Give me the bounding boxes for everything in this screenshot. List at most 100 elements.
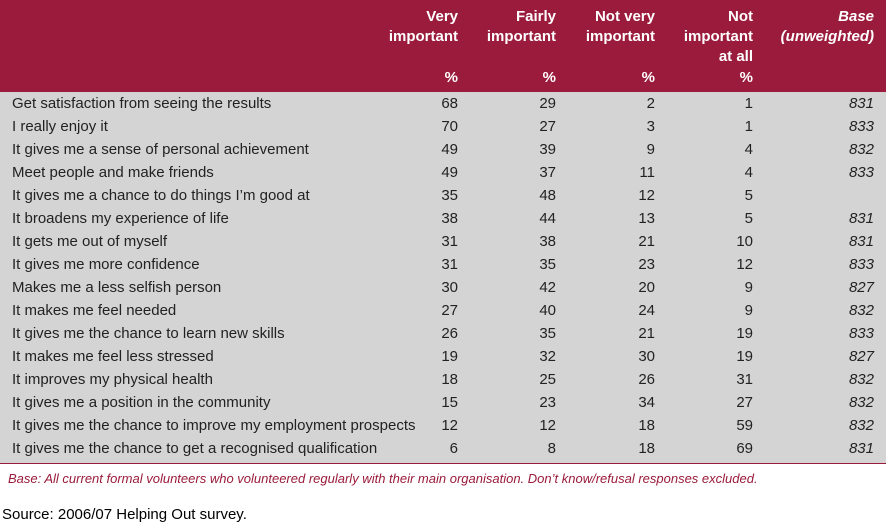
percent-cell: 4 — [744, 164, 753, 181]
percent-cell: 49 — [441, 164, 458, 181]
column-header: (unweighted) — [780, 28, 874, 45]
percent-cell: 12 — [638, 187, 655, 204]
percent-cell: 38 — [539, 233, 556, 250]
percent-cell: 42 — [539, 279, 556, 296]
column-header: Fairly — [515, 8, 556, 25]
percent-cell: 19 — [736, 325, 753, 342]
percent-cell: 5 — [744, 210, 753, 227]
percent-cell: 27 — [539, 118, 556, 135]
percent-cell: 70 — [441, 118, 458, 135]
percent-cell: 35 — [539, 256, 556, 273]
percent-cell: 68 — [441, 95, 458, 112]
column-header: important — [683, 28, 753, 45]
percent-cell: 49 — [441, 141, 458, 158]
percent-cell: 31 — [736, 371, 753, 388]
row-label: It broadens my experience of life — [12, 210, 229, 227]
percent-cell: 12 — [736, 256, 753, 273]
percent-cell: 48 — [539, 187, 556, 204]
percent-cell: 27 — [441, 302, 458, 319]
percent-cell: 25 — [539, 371, 556, 388]
percent-cell: 1 — [744, 118, 753, 135]
percent-cell: 31 — [441, 256, 458, 273]
percent-cell: 24 — [638, 302, 655, 319]
base-cell: 831 — [848, 210, 874, 227]
base-cell: 832 — [848, 394, 874, 411]
percent-cell: 20 — [638, 279, 655, 296]
row-label: Get satisfaction from seeing the results — [12, 95, 272, 112]
row-label: It gives me the chance to improve my emp… — [12, 417, 416, 434]
base-cell: 833 — [848, 164, 874, 181]
percent-cell: 6 — [449, 440, 458, 457]
base-cell: 833 — [848, 325, 874, 342]
percent-cell: 35 — [441, 187, 458, 204]
column-unit: % — [542, 69, 556, 86]
row-label: It gives me the chance to learn new skil… — [12, 325, 285, 342]
column-header: at all — [718, 48, 753, 65]
percent-cell: 30 — [638, 348, 655, 365]
percent-cell: 26 — [441, 325, 458, 342]
base-cell: 831 — [848, 440, 874, 457]
percent-cell: 69 — [736, 440, 753, 457]
base-cell: 832 — [848, 302, 874, 319]
column-header: Base — [838, 8, 874, 25]
percent-cell: 5 — [744, 187, 753, 204]
row-label: It makes me feel less stressed — [12, 348, 214, 365]
percent-cell: 37 — [539, 164, 556, 181]
percent-cell: 15 — [441, 394, 458, 411]
percent-cell: 26 — [638, 371, 655, 388]
percent-cell: 9 — [744, 302, 753, 319]
base-cell: 827 — [848, 279, 874, 296]
row-label: It gives me the chance to get a recognis… — [12, 440, 378, 457]
base-cell: 832 — [848, 371, 874, 388]
table-body — [0, 92, 886, 464]
percent-cell: 40 — [539, 302, 556, 319]
percent-cell: 4 — [744, 141, 753, 158]
percent-cell: 30 — [441, 279, 458, 296]
percent-cell: 1 — [744, 95, 753, 112]
base-cell: 833 — [848, 118, 874, 135]
column-header: important — [388, 28, 458, 45]
percent-cell: 3 — [646, 118, 655, 135]
row-label: It gives me a sense of personal achievem… — [12, 141, 309, 158]
base-cell: 832 — [848, 417, 874, 434]
percent-cell: 44 — [539, 210, 556, 227]
percent-cell: 8 — [547, 440, 556, 457]
percent-cell: 10 — [736, 233, 753, 250]
row-label: It gives me a chance to do things I’m go… — [12, 187, 310, 204]
percent-cell: 19 — [736, 348, 753, 365]
row-label: Meet people and make friends — [12, 164, 214, 181]
column-header: important — [585, 28, 655, 45]
percent-cell: 21 — [638, 325, 655, 342]
row-label: It gets me out of myself — [12, 233, 168, 250]
percent-cell: 32 — [539, 348, 556, 365]
percent-cell: 19 — [441, 348, 458, 365]
percent-cell: 9 — [744, 279, 753, 296]
column-header: Not — [728, 8, 753, 25]
base-cell: 827 — [848, 348, 874, 365]
table-header — [0, 0, 886, 92]
percent-cell: 12 — [539, 417, 556, 434]
column-unit: % — [641, 69, 655, 86]
percent-cell: 35 — [539, 325, 556, 342]
percent-cell: 23 — [539, 394, 556, 411]
percent-cell: 18 — [441, 371, 458, 388]
percent-cell: 21 — [638, 233, 655, 250]
percent-cell: 18 — [638, 440, 655, 457]
column-header: important — [486, 28, 556, 45]
percent-cell: 2 — [646, 95, 655, 112]
percent-cell: 18 — [638, 417, 655, 434]
percent-cell: 38 — [441, 210, 458, 227]
column-unit: % — [444, 69, 458, 86]
percent-cell: 31 — [441, 233, 458, 250]
percent-cell: 59 — [736, 417, 753, 434]
percent-cell: 13 — [638, 210, 655, 227]
row-label: It gives me more confidence — [12, 256, 200, 273]
column-header: Very — [426, 8, 458, 25]
percent-cell: 9 — [646, 141, 655, 158]
percent-cell: 34 — [638, 394, 655, 411]
percent-cell: 11 — [639, 164, 655, 181]
percent-cell: 39 — [539, 141, 556, 158]
source: Source: 2006/07 Helping Out survey. — [2, 506, 247, 523]
base-cell: 831 — [848, 95, 874, 112]
